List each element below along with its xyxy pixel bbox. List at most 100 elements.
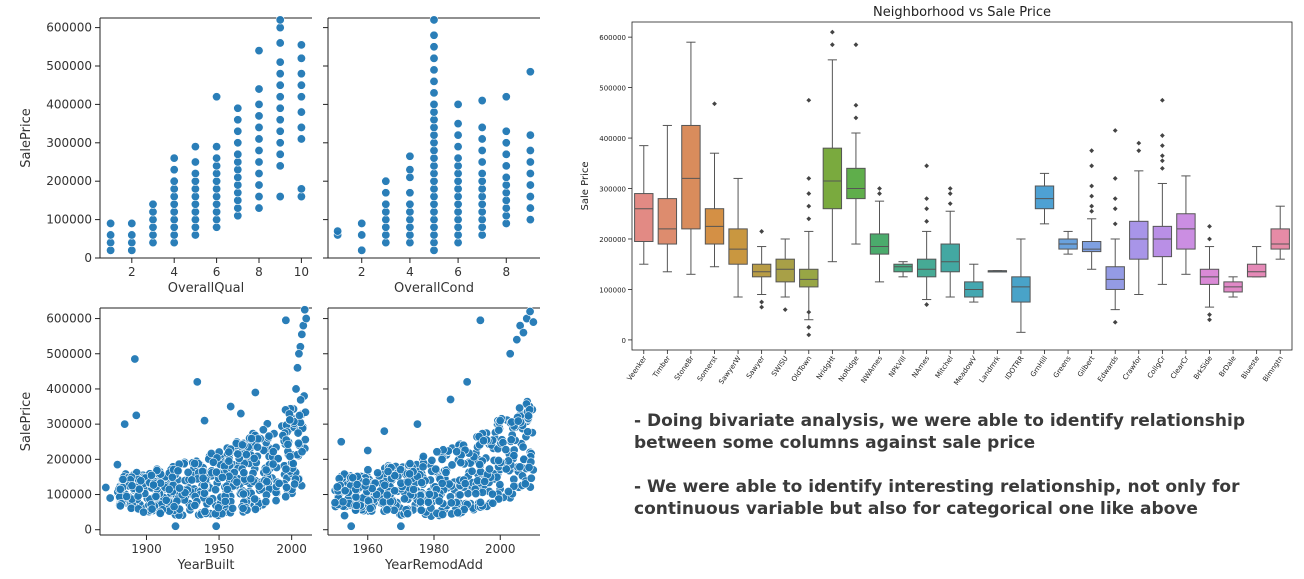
y-tick-label: 300000 (46, 417, 92, 431)
data-point (352, 480, 362, 490)
data-point (283, 439, 293, 449)
data-point (405, 207, 415, 217)
data-point (525, 307, 535, 317)
flier (759, 299, 765, 305)
x-tick-label: 2 (358, 265, 366, 279)
data-point (254, 84, 264, 94)
x-tick-label: 6 (213, 265, 221, 279)
data-point (501, 188, 511, 198)
data-point (233, 172, 243, 182)
data-point (453, 153, 463, 163)
y-tick-label: 600000 (46, 312, 92, 326)
x-tick-label: Edwards (1096, 354, 1120, 383)
data-point (429, 42, 439, 52)
data-point (427, 455, 437, 465)
data-point (212, 215, 222, 225)
box-body (822, 147, 843, 210)
data-point (429, 30, 439, 40)
data-point (190, 157, 200, 167)
data-point (131, 410, 141, 420)
box-body (775, 258, 795, 283)
y-tick-label: 200000 (46, 174, 92, 188)
data-point (190, 169, 200, 179)
data-point (247, 433, 257, 443)
y-tick-label: 500000 (46, 59, 92, 73)
data-point (462, 377, 472, 387)
plot-frame (631, 21, 1293, 351)
data-point (336, 437, 346, 447)
x-tick-label: 2 (128, 265, 136, 279)
data-point (296, 184, 306, 194)
data-point (238, 503, 248, 513)
data-point (513, 416, 523, 426)
data-point (169, 165, 179, 175)
box-body (1152, 225, 1173, 258)
x-tick-label: NPkVill (887, 355, 907, 379)
y-tick-label: 500000 (599, 85, 626, 93)
data-point (254, 180, 264, 190)
scatter-panel-overallcond: 2 4 6 8 OverallCond (323, 15, 540, 296)
data-point (212, 92, 222, 102)
box-body (799, 268, 819, 288)
data-point (281, 492, 291, 502)
data-point (501, 161, 511, 171)
data-point (250, 504, 260, 514)
data-point (236, 409, 246, 419)
data-point (455, 490, 465, 500)
data-point (429, 145, 439, 155)
data-point (254, 157, 264, 167)
data-point (381, 238, 391, 248)
y-tick-label: 100000 (46, 488, 92, 502)
data-point (148, 238, 158, 248)
data-point (190, 184, 200, 194)
data-point (429, 169, 439, 179)
y-tick-label: 200000 (46, 452, 92, 466)
data-point (429, 238, 439, 248)
data-point (212, 207, 222, 217)
data-point (357, 245, 367, 255)
data-point (120, 419, 130, 429)
data-point (211, 485, 221, 495)
scatter-panel-yearbuilt: 1900 1950 2000 0 100000 200000 300000 400000 500… (19, 305, 312, 573)
data-point (525, 169, 535, 179)
box-stonebr: StoneBr (673, 41, 701, 382)
box-gilbert: Gilbert (1076, 148, 1102, 379)
data-point (453, 142, 463, 152)
x-tick-label: IDOTRR (1004, 354, 1026, 381)
x-tick-label: NoRidge (837, 355, 860, 384)
data-point (456, 458, 466, 468)
flier (1207, 317, 1212, 323)
data-point (434, 496, 444, 506)
data-point (332, 482, 342, 492)
data-point (213, 503, 223, 513)
data-point (151, 491, 161, 501)
y-tick-label: 600000 (599, 34, 626, 42)
data-point (139, 507, 149, 517)
data-point (453, 169, 463, 179)
data-point (477, 215, 487, 225)
neighborhood-boxplot: Neighborhood vs Sale Price Sale Price 0 100… (580, 5, 1293, 387)
data-point (488, 498, 498, 508)
data-point (405, 215, 415, 225)
x-tick-label: Greens (1052, 354, 1073, 379)
box-body (634, 193, 654, 243)
data-point (453, 130, 463, 140)
note-relationship: - We were able to identify interesting r… (634, 477, 1240, 519)
data-point (296, 92, 306, 102)
data-point (429, 153, 439, 163)
flier (947, 201, 953, 207)
data-point (429, 176, 439, 186)
flier (1136, 140, 1142, 146)
data-point (523, 427, 533, 437)
data-point (432, 447, 442, 457)
data-point (296, 134, 306, 144)
boxplot-group: Neighborhood vs Sale Price Sale Price 0 100… (580, 5, 1293, 387)
data-point (381, 176, 391, 186)
box-idotrr: IDOTRR (1004, 238, 1031, 381)
data-point (112, 460, 122, 470)
data-point (211, 467, 221, 477)
data-point (136, 476, 146, 486)
data-point (239, 468, 249, 478)
data-point (233, 157, 243, 167)
flier (1207, 312, 1212, 318)
